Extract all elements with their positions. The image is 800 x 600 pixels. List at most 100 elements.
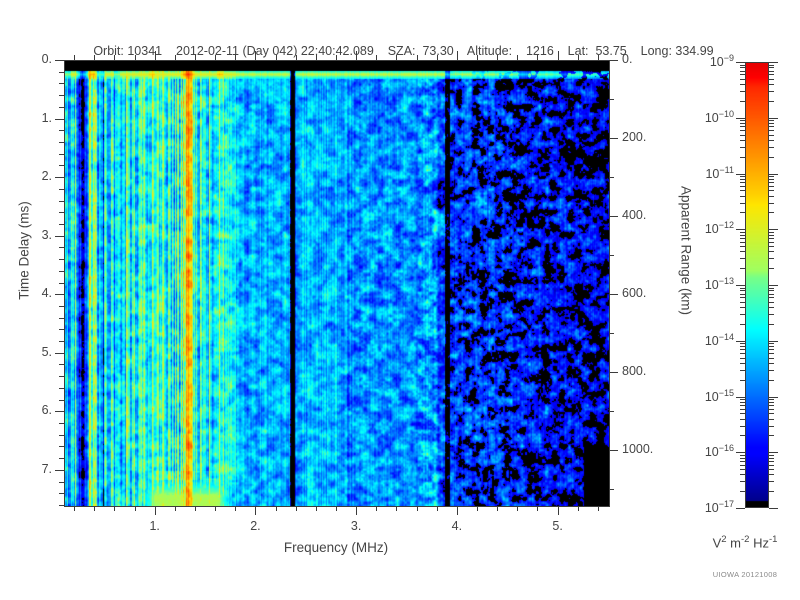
colorbar-minor-tick (740, 465, 745, 466)
axis-tick (235, 506, 236, 511)
axis-tick (59, 72, 64, 73)
axis-tick (457, 506, 458, 515)
colorbar-minor-tick (740, 238, 745, 239)
axis-tick (609, 216, 618, 217)
colorbar-minor-tick (769, 84, 774, 85)
colorbar-tick-label: 10−11 (705, 164, 734, 181)
colorbar-minor-tick (769, 268, 774, 269)
y2-tick-label: 200. (622, 130, 647, 145)
colorbar-minor-tick (769, 324, 774, 325)
axis-tick (376, 506, 377, 511)
credit-label: UIOWA 20121008 (712, 570, 778, 579)
colorbar-minor-tick (740, 297, 745, 298)
colorbar-major-tick (736, 118, 745, 119)
colorbar-minor-tick (740, 409, 745, 410)
colorbar-minor-tick (740, 481, 745, 482)
colorbar-major-tick (736, 174, 745, 175)
axis-tick (59, 482, 64, 483)
axis-tick (59, 189, 64, 190)
colorbar-minor-tick (769, 302, 774, 303)
y2-tick-label: 600. (622, 286, 647, 301)
x-tick-label: 1. (149, 519, 160, 533)
colorbar-minor-tick (740, 74, 745, 75)
colorbar-minor-tick (769, 455, 774, 456)
axis-tick (155, 51, 156, 60)
colorbar-minor-tick (769, 101, 774, 102)
colorbar-minor-tick (740, 258, 745, 259)
axis-tick (609, 372, 618, 373)
colorbar-minor-tick (740, 79, 745, 80)
colorbar-minor-tick (769, 190, 774, 191)
colorbar-minor-tick (740, 101, 745, 102)
colorbar-minor-tick (740, 324, 745, 325)
colorbar-minor-tick (740, 474, 745, 475)
colorbar-minor-tick (740, 469, 745, 470)
axis-tick (59, 306, 64, 307)
colorbar-minor-tick (740, 179, 745, 180)
colorbar-minor-tick (769, 258, 774, 259)
colorbar-minor-tick (740, 235, 745, 236)
axis-tick (55, 411, 64, 412)
axis-tick (417, 506, 418, 511)
axis-tick (609, 255, 614, 256)
axis-tick (296, 506, 297, 511)
colorbar-minor-tick (740, 71, 745, 72)
axis-tick (55, 470, 64, 471)
axis-tick (497, 506, 498, 511)
x-tick-label: 4. (451, 519, 463, 533)
colorbar-minor-tick (769, 232, 774, 233)
colorbar-minor-tick (740, 290, 745, 291)
axis-tick (55, 294, 64, 295)
colorbar-minor-tick (740, 380, 745, 381)
axis-tick (517, 506, 518, 511)
colorbar-minor-tick (769, 370, 774, 371)
colorbar-minor-tick (740, 307, 745, 308)
colorbar-minor-tick (740, 91, 745, 92)
axis-tick (59, 341, 64, 342)
colorbar-minor-tick (740, 363, 745, 364)
axis-tick (175, 506, 176, 511)
axis-tick (59, 247, 64, 248)
colorbar-minor-tick (769, 126, 774, 127)
colorbar-minor-tick (740, 294, 745, 295)
colorbar-minor-tick (769, 419, 774, 420)
axis-tick (114, 506, 115, 511)
spectrogram-image (65, 61, 609, 506)
colorbar-minor-tick (769, 399, 774, 400)
colorbar-minor-tick (740, 126, 745, 127)
axis-tick (59, 130, 64, 131)
axis-tick (336, 506, 337, 511)
colorbar-minor-tick (769, 402, 774, 403)
axis-tick (356, 51, 357, 60)
colorbar-minor-tick (769, 346, 774, 347)
axis-tick (59, 423, 64, 424)
colorbar-major-tick (736, 229, 745, 230)
colorbar-minor-tick (769, 363, 774, 364)
colorbar-tick-label: 10−15 (704, 387, 734, 404)
colorbar-major-tick (769, 285, 778, 286)
colorbar-major-tick (769, 229, 778, 230)
colorbar-minor-tick (740, 84, 745, 85)
y-tick-label: 7. (41, 461, 52, 476)
axis-tick (94, 506, 95, 511)
colorbar-minor-tick (740, 370, 745, 371)
axis-tick (598, 55, 599, 60)
y-tick-label: 0. (41, 52, 52, 66)
axis-tick (537, 55, 538, 60)
colorbar-minor-tick (740, 196, 745, 197)
colorbar-minor-tick (769, 91, 774, 92)
axis-tick (215, 506, 216, 511)
colorbar-minor-tick (769, 157, 774, 158)
colorbar-minor-tick (740, 232, 745, 233)
colorbar-minor-tick (740, 251, 745, 252)
colorbar-minor-tick (740, 314, 745, 315)
axis-tick (59, 458, 64, 459)
y-tick-label: 6. (41, 403, 52, 418)
x-tick-label: 5. (552, 519, 563, 533)
colorbar-minor-tick (769, 294, 774, 295)
colorbar-minor-tick (740, 426, 745, 427)
axis-tick (558, 51, 559, 60)
colorbar-major-tick (769, 174, 778, 175)
colorbar-minor-tick (769, 314, 774, 315)
axis-tick (609, 489, 614, 490)
